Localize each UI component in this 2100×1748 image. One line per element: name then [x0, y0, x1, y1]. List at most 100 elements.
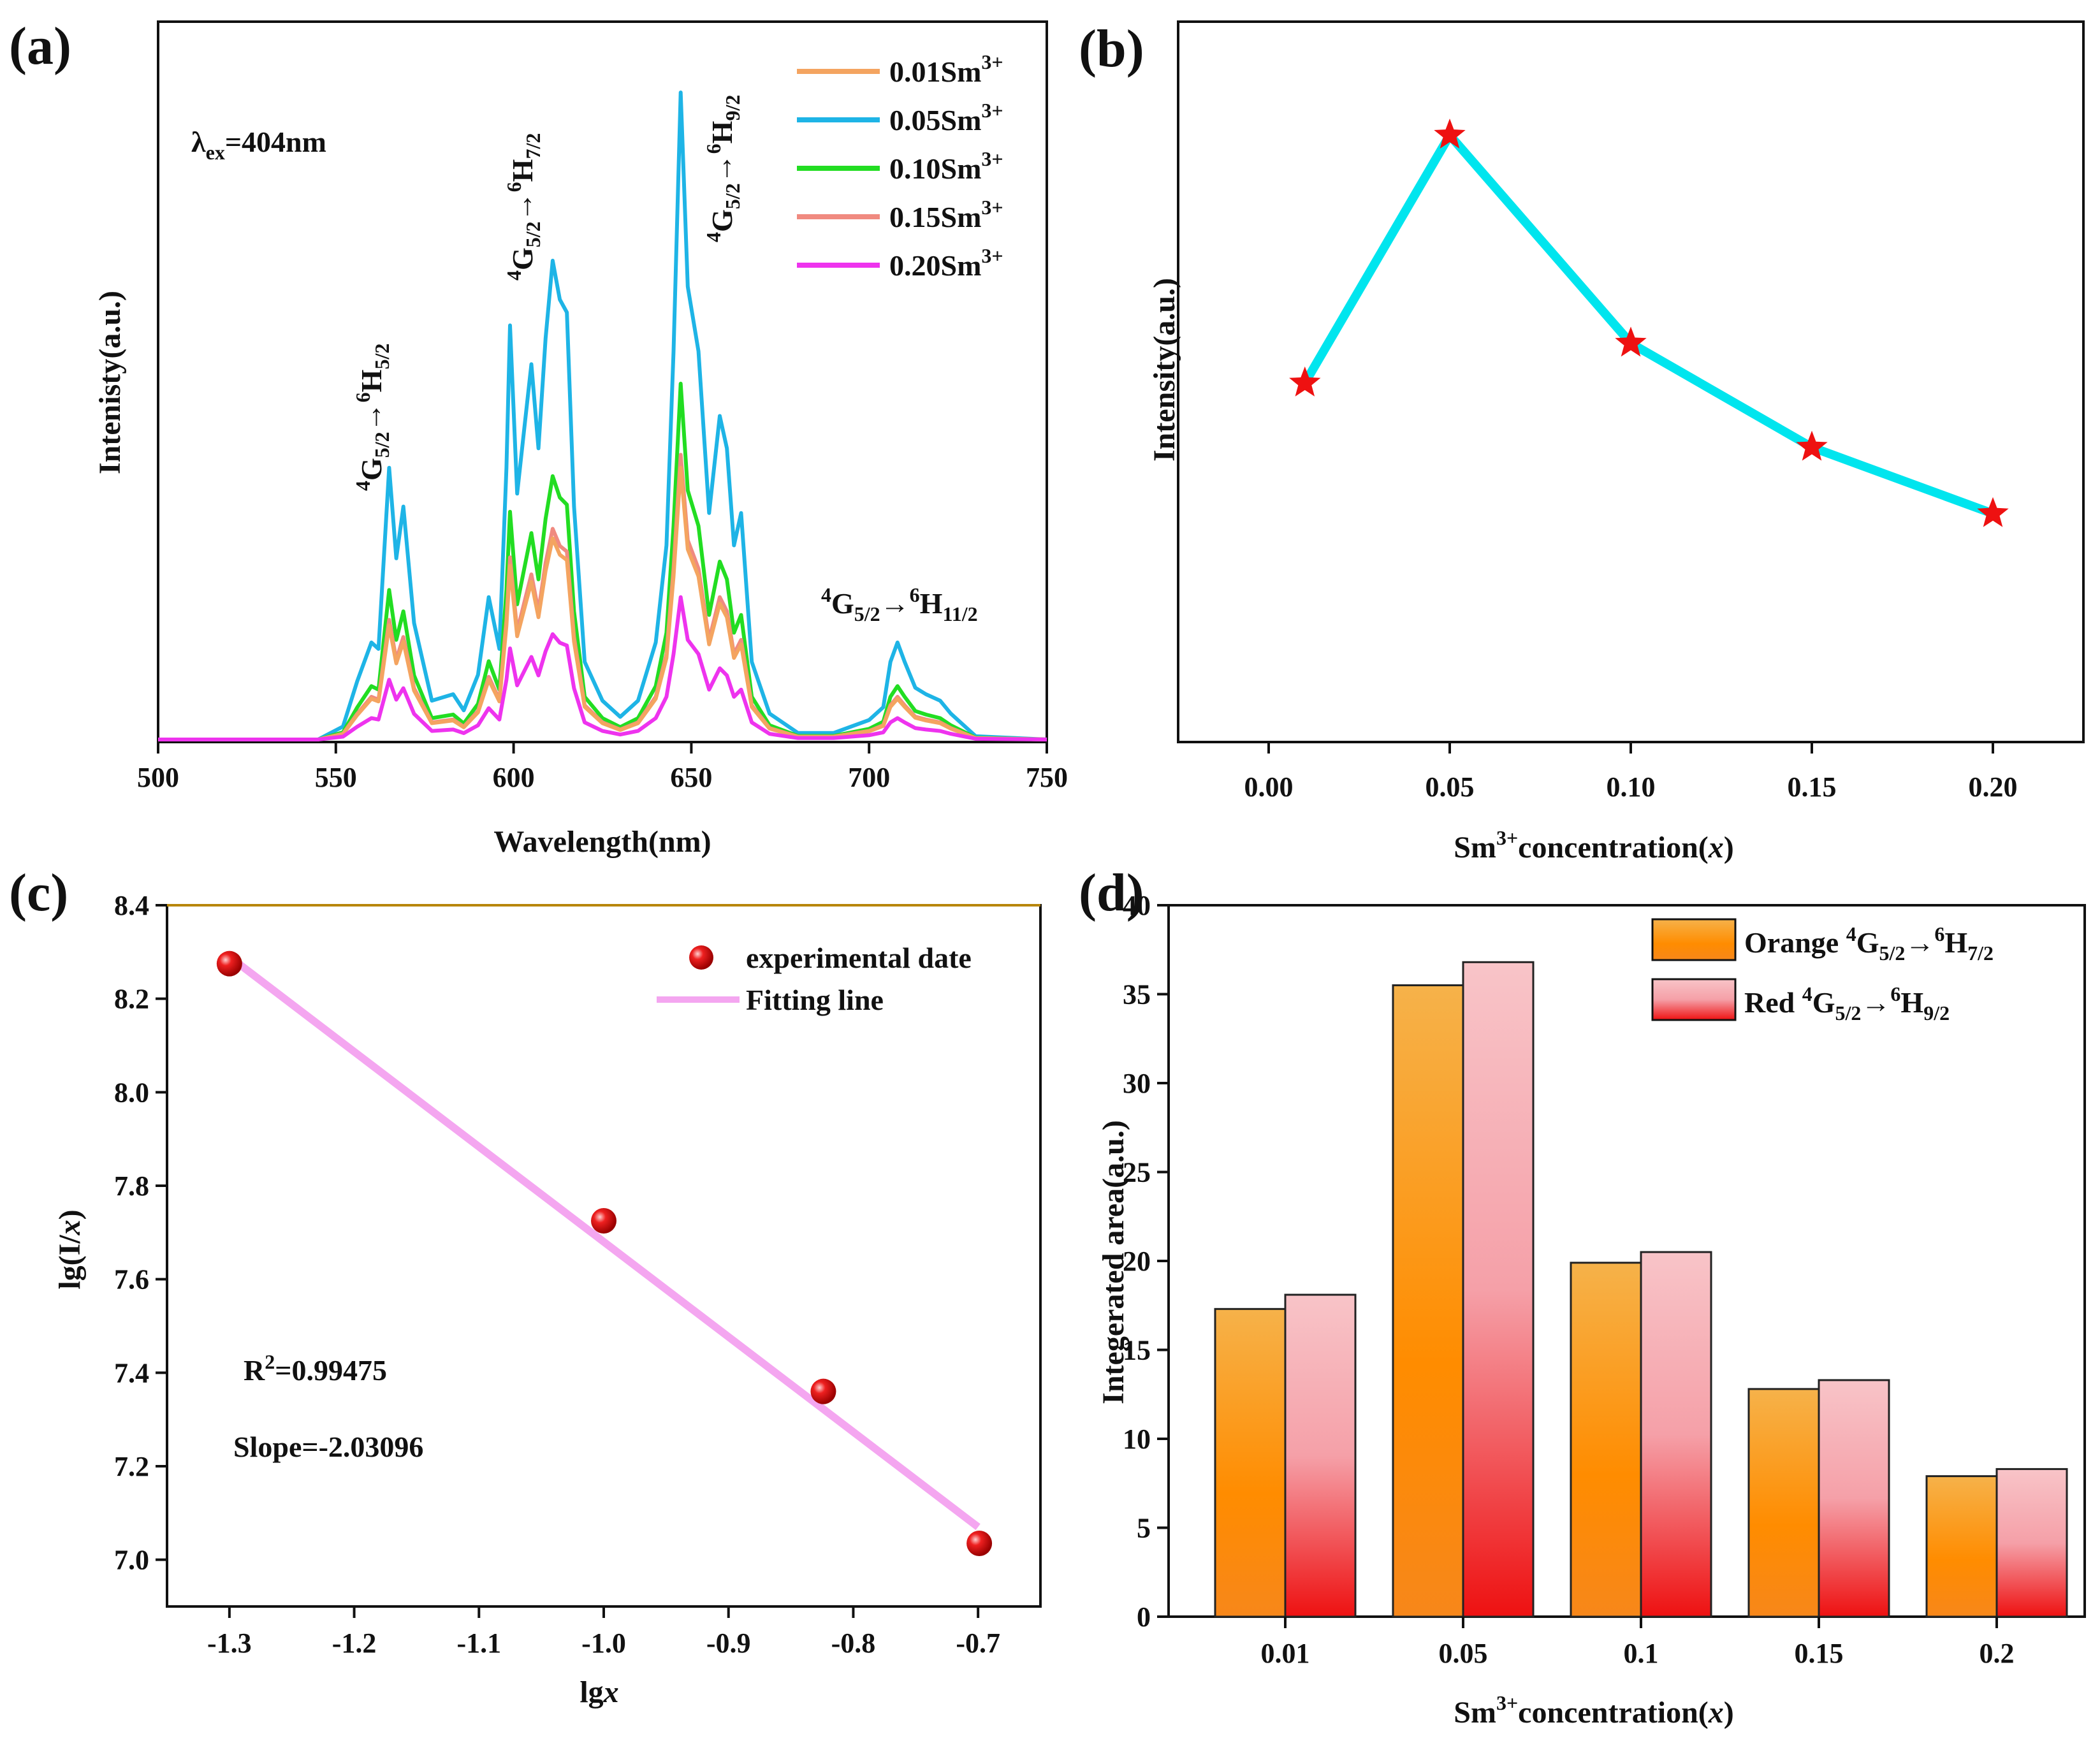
bar-red-0: [1284, 1293, 1357, 1618]
panel-c-x-label: lgx: [580, 1675, 618, 1709]
panel-a-y-label: Intenisty(a.u.): [93, 291, 127, 474]
x-tick-label: 0.00: [1244, 771, 1294, 803]
data-point-3: [966, 1531, 993, 1556]
excitation-value: =404nm: [225, 126, 326, 158]
x-tick-label: 0.01: [1261, 1638, 1310, 1669]
panel-c-fit: [227, 953, 981, 1531]
bar-red-2: [1640, 1251, 1712, 1618]
legend-sup-1: 3+: [981, 99, 1003, 122]
x-tick-label: 0.1: [1624, 1638, 1659, 1669]
fitting-line: [227, 953, 981, 1531]
legend-label-1: 0.05Sm3+: [889, 99, 1003, 136]
y-tick-label: 30: [1123, 1068, 1151, 1099]
slope-text: Slope=-2.03096: [233, 1431, 423, 1463]
panel-d: 0.01 0.05 0.1 0.15 0.2 0 5 10 15 20 25 30 35 40 Sm3+c…: [1097, 890, 2086, 1730]
x-tick-label: 600: [493, 762, 535, 793]
x-tick-label: 0.15: [1795, 1638, 1844, 1669]
star-marker-4: [1977, 497, 2009, 527]
y-tick-label: 35: [1123, 979, 1151, 1010]
x-tick-label: -1.2: [332, 1628, 377, 1659]
y-tick-label: 8.4: [114, 890, 149, 921]
y-tick-label: 8.0: [114, 1077, 149, 1108]
panel-b-x-ticks: 0.00 0.05 0.10 0.15 0.20: [1244, 742, 2018, 803]
panel-c-points: [216, 950, 993, 1556]
panel-b-line: [1301, 131, 1995, 518]
y-tick-label: 7.6: [114, 1264, 149, 1295]
y-tick-label: 7.0: [114, 1545, 149, 1576]
legend-red: Red 4G5/2→6H9/2: [1744, 982, 1950, 1024]
r-squared-value: =0.99475: [275, 1354, 387, 1387]
legend-orange-name: Orange: [1744, 926, 1839, 959]
panel-d-ticks: 0.01 0.05 0.1 0.15 0.2 0 5 10 15 20 25 30 35 40: [1123, 890, 2015, 1669]
lambda-symbol: λ: [191, 126, 206, 158]
bar-orange-2: [1570, 1262, 1642, 1618]
spectrum-0-10sm: [158, 381, 1047, 741]
x-tick-label: -1.1: [456, 1628, 501, 1659]
svg-text:4G5/2→6H7/2: 4G5/2→6H7/2: [502, 133, 544, 280]
data-point-2: [810, 1378, 836, 1404]
x-tick-label: 650: [670, 762, 712, 793]
panel-b-y-label: Intensity(a.u.): [1148, 278, 1181, 462]
bar-orange-1: [1392, 984, 1464, 1618]
peak-label-6H9-2: 4G5/2→6H9/2: [702, 95, 744, 242]
star-marker-2: [1615, 326, 1647, 357]
y-tick-label: 7.2: [114, 1451, 149, 1482]
x-tick-label: 0.2: [1980, 1638, 2015, 1669]
bar-orange-4: [1925, 1475, 1998, 1618]
star-marker-3: [1796, 430, 1828, 461]
spectrum-0-01sm: [158, 465, 1047, 741]
x-tick-label: 700: [848, 762, 890, 793]
panel-c: -1.3 -1.2 -1.1 -1.0 -0.9 -0.8 -0.7 7.0 7.2 7.4 7.6…: [53, 890, 1042, 1709]
y-tick-label: 10: [1123, 1424, 1151, 1455]
y-tick-label: 7.8: [114, 1170, 149, 1202]
panel-c-ticks: -1.3 -1.2 -1.1 -1.0 -0.9 -0.8 -0.7 7.0 7.2 7.4 7.6…: [114, 890, 1000, 1659]
x-tick-label: 550: [315, 762, 357, 793]
panel-b-x-label: Sm3+concentration(x): [1454, 826, 1734, 864]
peak-label-6H11-2: 4G5/2→6H11/2: [821, 583, 978, 625]
legend-red-swatch: [1651, 978, 1737, 1021]
y-tick-label: 8.2: [114, 984, 149, 1015]
legend-label-4: 0.20Sm3+: [889, 244, 1003, 282]
star-marker-0: [1289, 366, 1321, 397]
bar-red-3: [1818, 1379, 1890, 1618]
x-tick-label: 0.10: [1607, 771, 1656, 803]
spectrum-0-20sm: [158, 595, 1047, 741]
bar-orange-0: [1214, 1307, 1287, 1618]
x-tick-label: -0.8: [831, 1628, 876, 1659]
star-marker-1: [1434, 119, 1466, 149]
legend-fitting: Fitting line: [746, 984, 884, 1016]
data-point-0: [216, 950, 242, 977]
r-squared-text: R2=0.99475: [244, 1350, 387, 1387]
y-tick-label: 40: [1123, 890, 1151, 921]
x-tick-label: 0.20: [1969, 771, 2018, 803]
legend-ball-marker: [689, 945, 713, 970]
legend-label-0: 0.01Sm3+: [889, 50, 1003, 88]
bar-red-1: [1462, 961, 1535, 1618]
y-tick-label: 20: [1123, 1246, 1151, 1277]
svg-text:4G5/2→6H5/2: 4G5/2→6H5/2: [351, 344, 393, 491]
x-tick-label: 0.05: [1439, 1638, 1488, 1669]
panel-a-series: [158, 91, 1047, 741]
panel-b-markers: [1289, 119, 2009, 527]
x-tick-label: 750: [1026, 762, 1068, 793]
legend-sup-4: 3+: [981, 244, 1003, 267]
x-tick-label: 500: [137, 762, 179, 793]
legend-experimental: experimental date: [746, 942, 972, 974]
legend-label-2: 0.10Sm3+: [889, 147, 1003, 185]
panel-label-b: (b): [1079, 19, 1144, 78]
panel-b: 0.00 0.05 0.10 0.15 0.20 Sm3+concentration(x…: [1148, 20, 2085, 864]
panel-a-x-label: Wavelength(nm): [493, 825, 711, 859]
svg-text:4G5/2→6H9/2: 4G5/2→6H9/2: [702, 95, 744, 242]
panel-d-bars: [1214, 961, 2068, 1618]
peak-label-6H5-2: 4G5/2→6H5/2: [351, 344, 393, 491]
panel-c-y-label: lg(I/x): [53, 1209, 87, 1289]
panel-a-x-ticks: 500 550 600 650 700 750: [137, 742, 1068, 793]
x-tick-label: -0.7: [956, 1628, 1000, 1659]
y-tick-label: 7.4: [114, 1357, 149, 1388]
x-tick-label: -1.3: [207, 1628, 252, 1659]
panel-label-c: (c): [9, 863, 69, 922]
legend-orange: Orange 4G5/2→6H7/2: [1744, 922, 1994, 965]
legend-sup-0: 3+: [981, 50, 1003, 73]
panel-a-excitation: λex=404nm: [191, 126, 326, 164]
